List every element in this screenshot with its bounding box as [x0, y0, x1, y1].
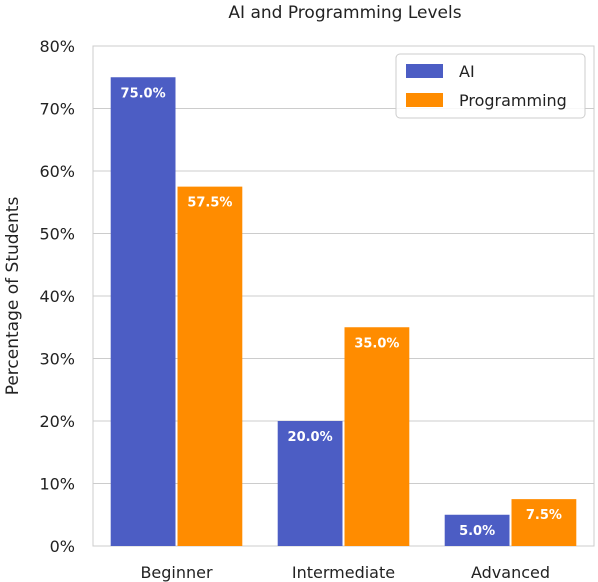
- data-label: 20.0%: [288, 430, 333, 445]
- legend-label-ai: AI: [459, 62, 475, 81]
- chart-title: AI and Programming Levels: [228, 3, 461, 23]
- plot-area-frame: [92, 45, 595, 547]
- y-tick-label: 40%: [39, 287, 75, 306]
- bar-ai-intermediate: [277, 421, 343, 546]
- x-tick-label: Beginner: [140, 563, 213, 582]
- y-tick-label: 0%: [50, 537, 75, 556]
- legend-frame: [395, 53, 586, 119]
- legend-label-programming: Programming: [459, 91, 567, 110]
- x-tick-label: Intermediate: [292, 563, 395, 582]
- y-tick-label: 30%: [39, 350, 75, 369]
- bar-programming-advanced: [511, 499, 577, 546]
- bar-ai-advanced: [444, 514, 510, 546]
- legend: AI Programming: [395, 53, 586, 119]
- legend-swatch-ai: [406, 64, 443, 78]
- y-tick-label: 70%: [39, 100, 75, 119]
- y-axis-label: Percentage of Students: [3, 197, 23, 396]
- y-axis-ticks: 0% 10% 20% 30% 40% 50% 60% 70% 80%: [39, 37, 75, 556]
- bar-programming-intermediate: [344, 327, 410, 546]
- bar-ai-beginner: [110, 77, 176, 546]
- y-tick-label: 20%: [39, 412, 75, 431]
- x-axis-ticks: Beginner Intermediate Advanced: [140, 563, 550, 582]
- y-tick-label: 10%: [39, 475, 75, 494]
- y-tick-label: 80%: [39, 37, 75, 56]
- x-tick-label: Advanced: [471, 563, 550, 582]
- data-label: 7.5%: [526, 508, 562, 523]
- y-tick-label: 50%: [39, 225, 75, 244]
- bars: 75.0% 57.5% 20.0% 35.0% 5.0% 7.5%: [110, 77, 577, 546]
- data-label: 57.5%: [187, 196, 232, 211]
- data-label: 5.0%: [459, 524, 495, 539]
- data-label: 75.0%: [121, 86, 166, 101]
- bar-programming-beginner: [177, 186, 243, 546]
- data-label: 35.0%: [354, 336, 399, 351]
- y-tick-label: 60%: [39, 162, 75, 181]
- legend-swatch-programming: [406, 93, 443, 107]
